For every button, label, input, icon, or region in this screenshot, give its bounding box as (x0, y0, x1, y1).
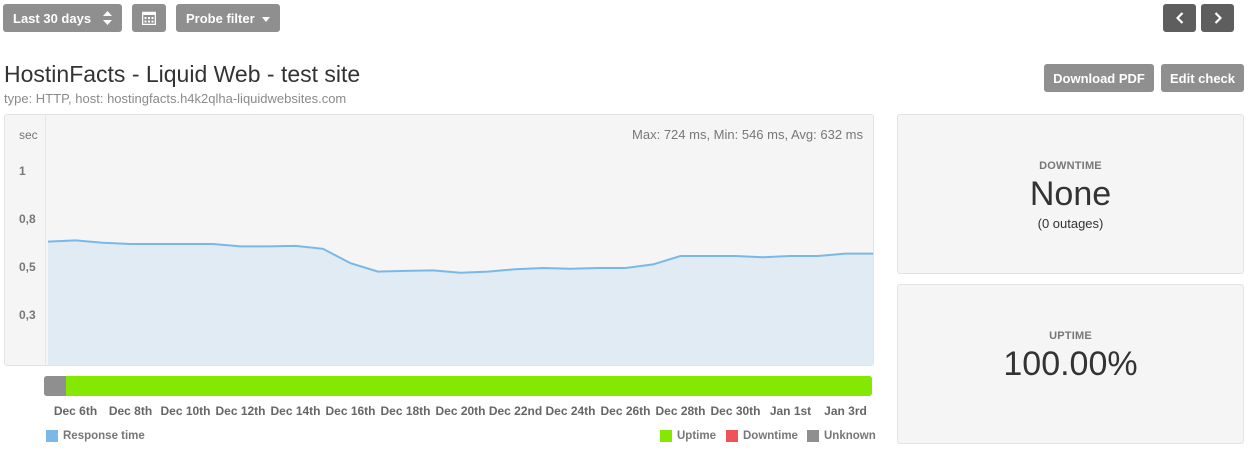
uptime-label: UPTIME (1049, 330, 1092, 342)
chevron-right-icon (1214, 12, 1222, 24)
x-tick-label: Jan 3rd (824, 404, 867, 418)
download-pdf-button[interactable]: Download PDF (1044, 64, 1154, 92)
y-tick-label: 0,8 (19, 212, 36, 226)
legend-unknown: Unknown (807, 430, 876, 442)
legend-label: Uptime (677, 430, 716, 442)
legend-swatch (726, 430, 738, 442)
legend-label: Unknown (824, 430, 876, 442)
downtime-card: DOWNTIME None (0 outages) (897, 114, 1244, 274)
calendar-icon (142, 11, 156, 25)
response-time-area (48, 240, 873, 365)
y-axis (5, 115, 46, 365)
y-tick-label: 0,3 (19, 308, 36, 322)
downtime-value: None (1029, 175, 1112, 213)
legend-label: Response time (63, 430, 145, 442)
response-time-plot (47, 239, 873, 365)
caret-down-icon (262, 17, 270, 22)
uptime-value: 100.00% (1003, 345, 1138, 383)
response-stats: Max: 724 ms, Min: 546 ms, Avg: 632 ms (632, 127, 863, 142)
x-tick-label: Dec 26th (600, 404, 651, 418)
check-details: type: HTTP, host: hostingfacts.h4k2qlha-… (4, 91, 347, 106)
page-title: HostinFacts - Liquid Web - test site (4, 61, 361, 87)
status-segment-unknown (44, 376, 66, 396)
y-tick-label: 0,5 (19, 260, 36, 274)
probe-filter-label: Probe filter (186, 10, 255, 26)
status-segment-uptime (66, 376, 872, 396)
x-tick-label: Dec 6th (53, 404, 98, 418)
response-time-line (47, 239, 873, 274)
downtime-label: DOWNTIME (1039, 160, 1102, 172)
x-tick-label: Dec 20th (435, 404, 486, 418)
legend-swatch (807, 430, 819, 442)
legend-uptime: Uptime (660, 430, 716, 442)
x-tick-label: Dec 18th (380, 404, 431, 418)
y-axis-unit: sec (19, 128, 38, 142)
probe-filter-dropdown[interactable]: Probe filter (176, 4, 280, 32)
legend-swatch (660, 430, 672, 442)
y-tick-label: 1 (19, 164, 26, 178)
chevron-left-icon (1175, 12, 1184, 24)
x-tick-label: Dec 28th (655, 404, 706, 418)
legend-label: Downtime (743, 430, 798, 442)
status-timeline (44, 376, 872, 396)
legend-response-time: Response time (46, 430, 145, 442)
uptime-card: UPTIME 100.00% (897, 284, 1244, 444)
x-tick-label: Jan 1st (769, 404, 812, 418)
calendar-button[interactable] (132, 4, 166, 32)
x-tick-label: Dec 22nd (488, 404, 543, 418)
previous-period-button[interactable] (1163, 4, 1196, 32)
x-tick-label: Dec 8th (108, 404, 153, 418)
sort-icon (103, 11, 112, 25)
date-range-label: Last 30 days (13, 10, 92, 26)
x-tick-label: Dec 30th (710, 404, 761, 418)
x-tick-label: Dec 16th (325, 404, 376, 418)
x-tick-label: Dec 10th (160, 404, 211, 418)
legend-downtime: Downtime (726, 430, 798, 442)
legend-swatch (46, 430, 58, 442)
x-tick-label: Dec 14th (270, 404, 321, 418)
x-tick-label: Dec 12th (215, 404, 266, 418)
x-tick-label: Dec 24th (545, 404, 596, 418)
next-period-button[interactable] (1201, 4, 1234, 32)
outage-count: (0 outages) (1037, 216, 1104, 231)
response-time-chart: sec 1 0,8 0,5 0,3 Max: 724 ms, Min: 546 ms,… (4, 114, 874, 366)
date-range-select[interactable]: Last 30 days (3, 4, 122, 32)
edit-check-button[interactable]: Edit check (1161, 64, 1244, 92)
